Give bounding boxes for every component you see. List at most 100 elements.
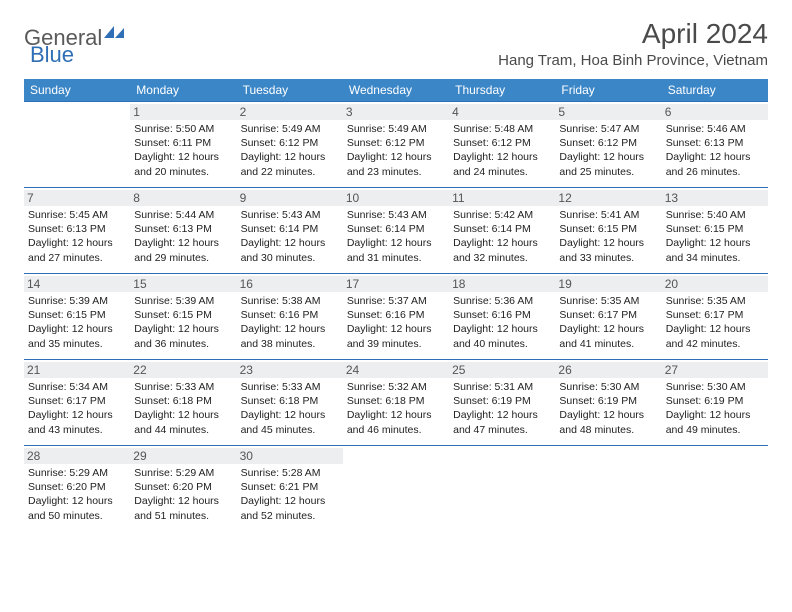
day-details: Sunrise: 5:44 AMSunset: 6:13 PMDaylight:… <box>134 208 232 265</box>
calendar-day-cell: 8 Sunrise: 5:44 AMSunset: 6:13 PMDaylight… <box>130 188 236 274</box>
calendar-day-cell: 11Sunrise: 5:42 AMSunset: 6:14 PMDayligh… <box>449 188 555 274</box>
day-number: 24 <box>343 362 449 378</box>
day-number: 5 <box>555 104 661 120</box>
calendar-day-cell: 16 Sunrise: 5:38 AMSunset: 6:16 PMDayligh… <box>237 274 343 360</box>
day-details: Sunrise: 5:33 AMSunset: 6:18 PMDaylight:… <box>134 380 232 437</box>
day-details: Sunrise: 5:30 AMSunset: 6:19 PMDaylight:… <box>559 380 657 437</box>
day-number: 27 <box>662 362 768 378</box>
day-number: 8 <box>130 190 236 206</box>
day-number: 29 <box>130 448 236 464</box>
day-number: 16 <box>237 276 343 292</box>
day-number: 13 <box>662 190 768 206</box>
weekday-header: Monday <box>130 79 236 102</box>
calendar-day-cell: 24 Sunrise: 5:32 AMSunset: 6:18 PMDayligh… <box>343 360 449 446</box>
day-details: Sunrise: 5:28 AMSunset: 6:21 PMDaylight:… <box>241 466 339 523</box>
day-number: 9 <box>237 190 343 206</box>
calendar-body: 1 Sunrise: 5:50 AMSunset: 6:11 PMDaylight… <box>24 102 768 532</box>
day-details: Sunrise: 5:47 AMSunset: 6:12 PMDaylight:… <box>559 122 657 179</box>
day-details: Sunrise: 5:45 AMSunset: 6:13 PMDaylight:… <box>28 208 126 265</box>
day-number: 6 <box>662 104 768 120</box>
day-details: Sunrise: 5:32 AMSunset: 6:18 PMDaylight:… <box>347 380 445 437</box>
day-number: 25 <box>449 362 555 378</box>
calendar-day-cell: 25 Sunrise: 5:31 AMSunset: 6:19 PMDayligh… <box>449 360 555 446</box>
calendar-day-cell: 9 Sunrise: 5:43 AMSunset: 6:14 PMDaylight… <box>237 188 343 274</box>
weekday-header: Wednesday <box>343 79 449 102</box>
calendar-day-cell: 20Sunrise: 5:35 AMSunset: 6:17 PMDayligh… <box>662 274 768 360</box>
day-details: Sunrise: 5:43 AMSunset: 6:14 PMDaylight:… <box>347 208 445 265</box>
calendar-empty-cell <box>555 446 661 532</box>
day-details: Sunrise: 5:49 AMSunset: 6:12 PMDaylight:… <box>241 122 339 179</box>
weekday-header: Friday <box>555 79 661 102</box>
calendar-day-cell: 6 Sunrise: 5:46 AMSunset: 6:13 PMDaylight… <box>662 102 768 188</box>
weekday-header: Sunday <box>24 79 130 102</box>
day-details: Sunrise: 5:46 AMSunset: 6:13 PMDaylight:… <box>666 122 764 179</box>
location-text: Hang Tram, Hoa Binh Province, Vietnam <box>498 52 768 69</box>
calendar-table: SundayMondayTuesdayWednesdayThursdayFrid… <box>24 79 768 532</box>
day-number: 4 <box>449 104 555 120</box>
day-details: Sunrise: 5:30 AMSunset: 6:19 PMDaylight:… <box>666 380 764 437</box>
day-details: Sunrise: 5:35 AMSunset: 6:17 PMDaylight:… <box>559 294 657 351</box>
day-details: Sunrise: 5:38 AMSunset: 6:16 PMDaylight:… <box>241 294 339 351</box>
calendar-empty-cell <box>449 446 555 532</box>
day-details: Sunrise: 5:39 AMSunset: 6:15 PMDaylight:… <box>134 294 232 351</box>
weekday-header: Saturday <box>662 79 768 102</box>
day-number: 19 <box>555 276 661 292</box>
calendar-day-cell: 10 Sunrise: 5:43 AMSunset: 6:14 PMDayligh… <box>343 188 449 274</box>
day-details: Sunrise: 5:48 AMSunset: 6:12 PMDaylight:… <box>453 122 551 179</box>
day-number: 2 <box>237 104 343 120</box>
calendar-day-cell: 7 Sunrise: 5:45 AMSunset: 6:13 PMDaylight… <box>24 188 130 274</box>
day-number: 12 <box>555 190 661 206</box>
calendar-day-cell: 14Sunrise: 5:39 AMSunset: 6:15 PMDayligh… <box>24 274 130 360</box>
page-header: General April 2024 Hang Tram, Hoa Binh P… <box>0 0 792 73</box>
calendar-empty-cell <box>343 446 449 532</box>
day-number: 28 <box>24 448 130 464</box>
calendar-day-cell: 30 Sunrise: 5:28 AMSunset: 6:21 PMDayligh… <box>237 446 343 532</box>
calendar-day-cell: 3Sunrise: 5:49 AMSunset: 6:12 PMDaylight… <box>343 102 449 188</box>
logo-swoosh-icon <box>104 24 126 45</box>
day-number: 26 <box>555 362 661 378</box>
day-details: Sunrise: 5:39 AMSunset: 6:15 PMDaylight:… <box>28 294 126 351</box>
day-details: Sunrise: 5:41 AMSunset: 6:15 PMDaylight:… <box>559 208 657 265</box>
calendar-empty-cell <box>24 102 130 188</box>
calendar-row: 7 Sunrise: 5:45 AMSunset: 6:13 PMDaylight… <box>24 188 768 274</box>
calendar-day-cell: 5 Sunrise: 5:47 AMSunset: 6:12 PMDaylight… <box>555 102 661 188</box>
calendar-day-cell: 2 Sunrise: 5:49 AMSunset: 6:12 PMDaylight… <box>237 102 343 188</box>
day-number: 15 <box>130 276 236 292</box>
title-block: April 2024 Hang Tram, Hoa Binh Province,… <box>498 18 768 69</box>
day-details: Sunrise: 5:40 AMSunset: 6:15 PMDaylight:… <box>666 208 764 265</box>
calendar-day-cell: 4 Sunrise: 5:48 AMSunset: 6:12 PMDaylight… <box>449 102 555 188</box>
day-number: 10 <box>343 190 449 206</box>
day-number: 23 <box>237 362 343 378</box>
calendar-day-cell: 23Sunrise: 5:33 AMSunset: 6:18 PMDayligh… <box>237 360 343 446</box>
day-number: 1 <box>130 104 236 120</box>
day-details: Sunrise: 5:29 AMSunset: 6:20 PMDaylight:… <box>134 466 232 523</box>
calendar-day-cell: 1 Sunrise: 5:50 AMSunset: 6:11 PMDaylight… <box>130 102 236 188</box>
day-number: 7 <box>24 190 130 206</box>
day-number: 30 <box>237 448 343 464</box>
day-number: 20 <box>662 276 768 292</box>
day-number: 11 <box>449 190 555 206</box>
calendar-empty-cell <box>662 446 768 532</box>
calendar-day-cell: 27 Sunrise: 5:30 AMSunset: 6:19 PMDayligh… <box>662 360 768 446</box>
calendar-day-cell: 22 Sunrise: 5:33 AMSunset: 6:18 PMDayligh… <box>130 360 236 446</box>
day-details: Sunrise: 5:36 AMSunset: 6:16 PMDaylight:… <box>453 294 551 351</box>
day-details: Sunrise: 5:43 AMSunset: 6:14 PMDaylight:… <box>241 208 339 265</box>
calendar-day-cell: 26 Sunrise: 5:30 AMSunset: 6:19 PMDayligh… <box>555 360 661 446</box>
calendar-day-cell: 13 Sunrise: 5:40 AMSunset: 6:15 PMDayligh… <box>662 188 768 274</box>
calendar-day-cell: 15 Sunrise: 5:39 AMSunset: 6:15 PMDayligh… <box>130 274 236 360</box>
calendar-day-cell: 28 Sunrise: 5:29 AMSunset: 6:20 PMDayligh… <box>24 446 130 532</box>
weekday-header: Tuesday <box>237 79 343 102</box>
day-number: 22 <box>130 362 236 378</box>
calendar-row: 21Sunrise: 5:34 AMSunset: 6:17 PMDayligh… <box>24 360 768 446</box>
calendar-day-cell: 29 Sunrise: 5:29 AMSunset: 6:20 PMDayligh… <box>130 446 236 532</box>
logo-word-2-wrap: Blue <box>28 42 74 68</box>
day-details: Sunrise: 5:50 AMSunset: 6:11 PMDaylight:… <box>134 122 232 179</box>
day-details: Sunrise: 5:34 AMSunset: 6:17 PMDaylight:… <box>28 380 126 437</box>
day-details: Sunrise: 5:31 AMSunset: 6:19 PMDaylight:… <box>453 380 551 437</box>
calendar-day-cell: 19 Sunrise: 5:35 AMSunset: 6:17 PMDayligh… <box>555 274 661 360</box>
day-number: 17 <box>343 276 449 292</box>
calendar-row: 28Sunrise: 5:29 AMSunset: 6:20 PMDayligh… <box>24 446 768 532</box>
weekday-header: Thursday <box>449 79 555 102</box>
day-details: Sunrise: 5:29 AMSunset: 6:20 PMDaylight:… <box>28 466 126 523</box>
calendar-day-cell: 21Sunrise: 5:34 AMSunset: 6:17 PMDayligh… <box>24 360 130 446</box>
